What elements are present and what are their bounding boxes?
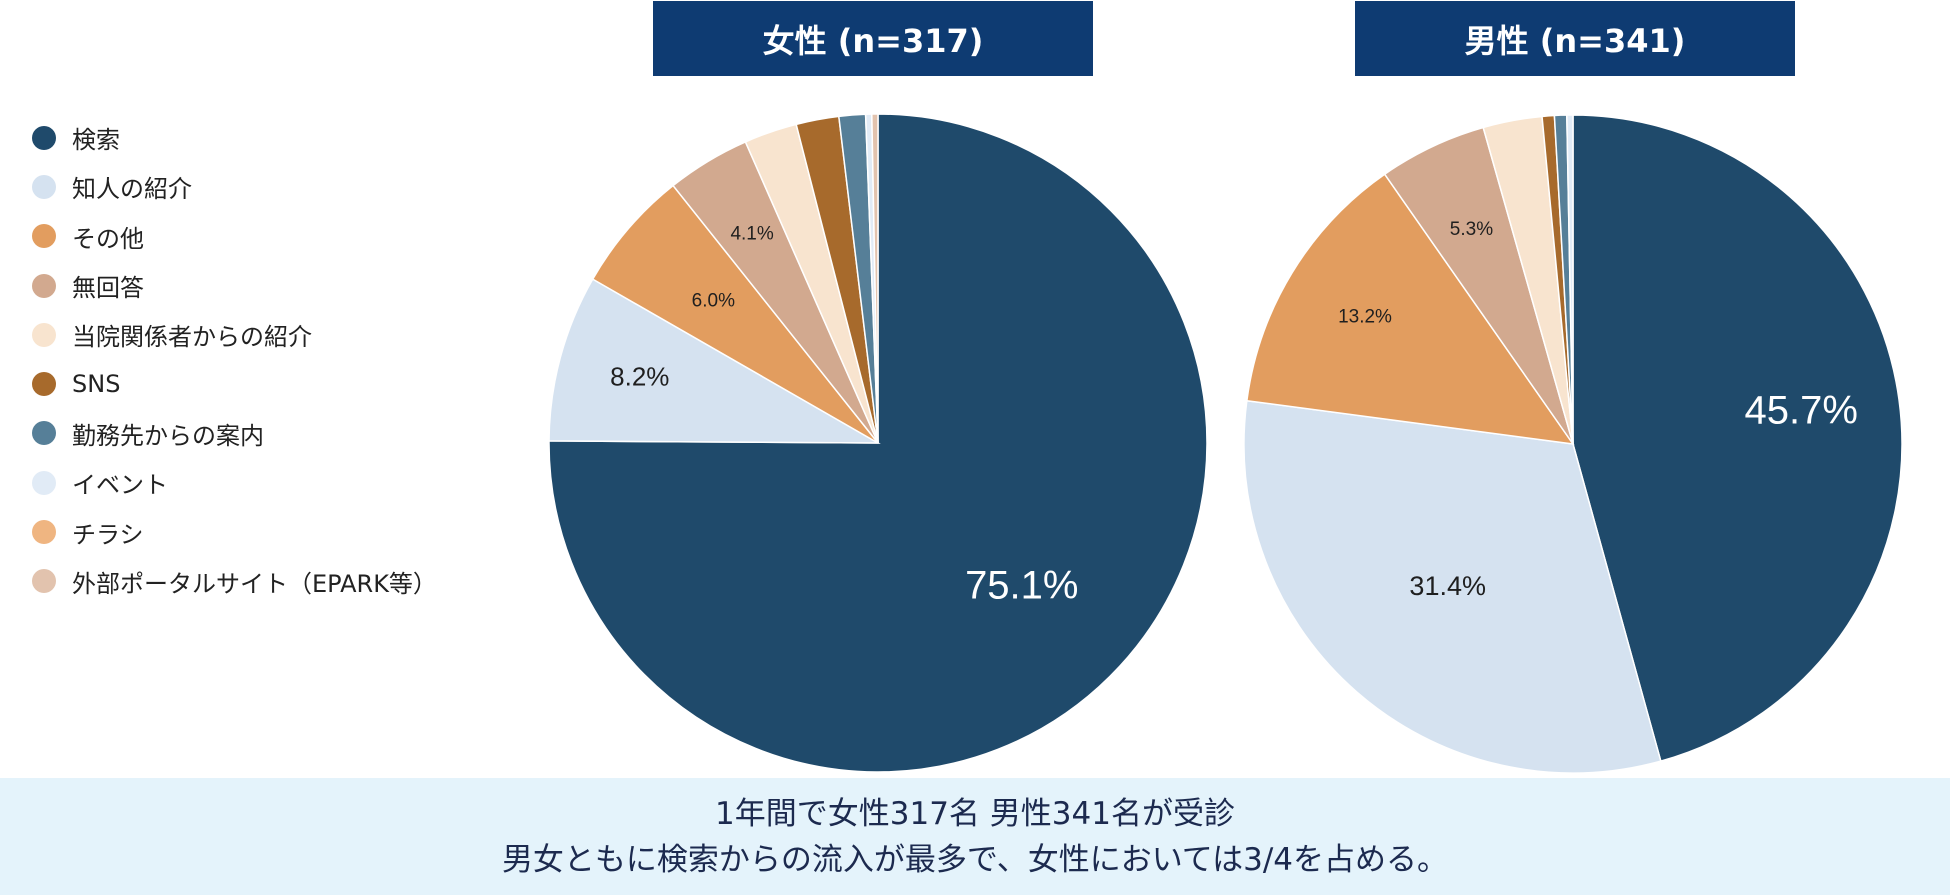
legend-swatch-icon	[32, 322, 56, 347]
legend-label: 勤務先からの案内	[72, 421, 264, 450]
legend-label: 検索	[72, 126, 120, 155]
pie-data-label-female: 6.0%	[692, 290, 735, 311]
legend-swatch-icon	[32, 569, 56, 594]
legend-swatch-icon	[32, 470, 56, 495]
legend-item: その他	[32, 212, 437, 261]
legend-item: SNS	[32, 359, 437, 408]
pie-data-label-male: 31.4%	[1409, 571, 1486, 601]
pie-slice-female-2	[548, 278, 881, 444]
summary-line-2: 男女ともに検索からの流入が最多で、女性においては3/4を占める。	[501, 841, 1449, 878]
legend-label: その他	[72, 224, 144, 253]
chart-title-female: 女性 (n=317)	[653, 1, 1093, 76]
legend-swatch-icon	[32, 224, 56, 249]
pie-slice-female-10	[871, 113, 879, 444]
legend-label: チラシ	[72, 520, 144, 549]
legend-label: 外部ポータルサイト（EPARK等）	[72, 569, 437, 598]
pie-slice-female-3	[591, 184, 879, 444]
pie-slice-male-3	[1246, 173, 1575, 445]
legend-item: 外部ポータルサイト（EPARK等）	[32, 557, 437, 606]
pie-data-label-male: 13.2%	[1338, 306, 1392, 327]
legend-item: イベント	[32, 458, 437, 507]
pie-slice-male-8	[1566, 114, 1574, 445]
chart-legend: 検索知人の紹介その他無回答当院関係者からの紹介 SNS 勤務先からの案内 イベントチラ…	[32, 113, 437, 606]
legend-swatch-icon	[32, 520, 56, 545]
pie-slice-male-2	[1243, 399, 1662, 774]
summary-banner: 1年間で女性317名 男性341名が受診 男女ともに検索からの流入が最多で、女性…	[0, 778, 1950, 895]
legend-item: チラシ	[32, 507, 437, 556]
legend-label: 無回答	[72, 274, 144, 303]
pie-charts: 75.1% 8.2% 6.0% 4.1% 45.7% 31.4% 13.2% 5.3%	[548, 113, 1903, 774]
legend-item: 無回答	[32, 261, 437, 310]
pie-slice-male-1	[1572, 114, 1903, 762]
legend-swatch-icon	[32, 174, 56, 199]
legend-label: 知人の紹介	[72, 175, 192, 204]
legend-item: 知人の紹介	[32, 162, 437, 211]
pie-slice-female-1	[548, 113, 1208, 773]
legend-item: 検索	[32, 113, 437, 162]
pie-data-label-male: 45.7%	[1744, 389, 1857, 433]
chart-title-male: 男性 (n=341)	[1355, 1, 1795, 76]
legend-item: 当院関係者からの紹介	[32, 310, 437, 359]
legend-swatch-icon	[32, 372, 56, 397]
legend-label: 当院関係者からの紹介	[72, 323, 312, 352]
legend-swatch-icon	[32, 421, 56, 446]
legend-swatch-icon	[32, 125, 56, 150]
legend-item: 勤務先からの案内	[32, 409, 437, 458]
legend-label: SNS	[72, 370, 121, 399]
legend-swatch-icon	[32, 273, 56, 298]
pie-data-label-female: 75.1%	[965, 563, 1078, 607]
pie-data-label-female: 8.2%	[610, 362, 669, 392]
pie-data-label-female: 4.1%	[730, 224, 773, 245]
summary-line-1: 1年間で女性317名 男性341名が受診	[715, 795, 1235, 832]
pie-data-label-male: 5.3%	[1450, 219, 1493, 240]
legend-label: イベント	[72, 471, 168, 500]
